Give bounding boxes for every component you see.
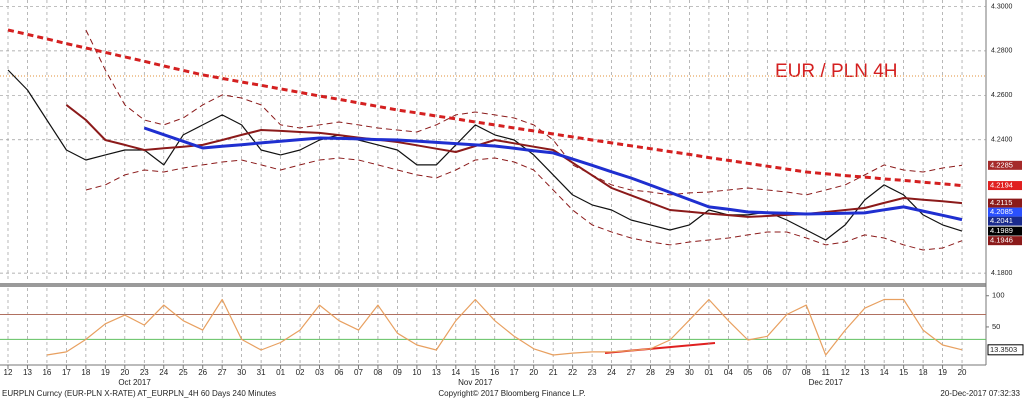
x-tick-label: 20 — [529, 368, 538, 377]
x-tick-label: 14 — [880, 368, 889, 377]
price-tag-label: 4.2285 — [990, 160, 1013, 169]
price-tag — [988, 226, 1022, 236]
series-line — [85, 157, 963, 251]
x-tick-label: 30 — [237, 368, 246, 377]
x-tick-label: 13 — [23, 368, 32, 377]
x-tick-label: 04 — [724, 368, 733, 377]
series-line — [7, 28, 963, 188]
x-tick-label: 06 — [763, 368, 772, 377]
x-tick-label: 07 — [354, 368, 363, 377]
price-tag — [988, 181, 1022, 191]
x-tick-label: 05 — [743, 368, 752, 377]
y-tick-label: 4.2600 — [991, 92, 1013, 99]
x-tick-label: 29 — [666, 368, 675, 377]
price-tag-label: 4.2194 — [990, 181, 1013, 190]
x-tick-label: 06 — [335, 368, 344, 377]
x-tick-label: 15 — [471, 368, 480, 377]
x-tick-label: 24 — [607, 368, 616, 377]
x-tick-label: 14 — [451, 368, 460, 377]
footer-right: 20-Dec-2017 07:32:33 — [940, 389, 1020, 398]
y-tick-label: 4.2400 — [991, 137, 1013, 144]
y-tick-label: 100 — [992, 291, 1005, 300]
series-line — [7, 69, 963, 241]
x-tick-label: 19 — [101, 368, 110, 377]
x-tick-label: 23 — [140, 368, 149, 377]
x-tick-label: 02 — [296, 368, 305, 377]
x-tick-label: 11 — [822, 368, 831, 377]
x-tick-label: 26 — [198, 368, 207, 377]
footer-left: EURPLN Curncy (EUR-PLN X-RATE) AT_EURPLN… — [2, 389, 276, 398]
x-tick-label: 18 — [81, 368, 90, 377]
panel-separator — [0, 283, 986, 287]
x-tick-label: 09 — [393, 368, 402, 377]
price-tag — [988, 207, 1022, 217]
value-tag-label: 13.3503 — [990, 345, 1017, 354]
x-tick-label: 07 — [782, 368, 791, 377]
series-line — [85, 29, 963, 196]
value-tag — [987, 344, 1024, 356]
x-tick-label: 08 — [373, 368, 382, 377]
x-tick-label: 21 — [549, 368, 558, 377]
y-tick-label: 50 — [992, 322, 1000, 331]
price-tag-label: 4.1989 — [990, 226, 1013, 235]
x-tick-label: 16 — [490, 368, 499, 377]
indicator-line — [46, 298, 963, 356]
x-tick-label: 18 — [919, 368, 928, 377]
x-tick-label: 10 — [412, 368, 421, 377]
x-tick-label: 30 — [685, 368, 694, 377]
x-tick-label: 17 — [62, 368, 71, 377]
price-tag-label: 4.2115 — [990, 198, 1012, 207]
x-tick-label: 01 — [704, 368, 713, 377]
price-tag — [988, 160, 1022, 170]
x-tick-label: 28 — [646, 368, 655, 377]
x-tick-label: 12 — [4, 368, 13, 377]
y-tick-label: 4.1800 — [991, 270, 1013, 277]
x-tick-label: 20 — [120, 368, 129, 377]
x-tick-label: 17 — [510, 368, 519, 377]
x-tick-label: 15 — [899, 368, 908, 377]
month-label: Oct 2017 — [118, 378, 151, 387]
x-tick-label: 20 — [958, 368, 967, 377]
month-label: Nov 2017 — [458, 378, 493, 387]
x-tick-label: 16 — [42, 368, 51, 377]
x-tick-label: 12 — [841, 368, 850, 377]
price-tag-label: 4.2085 — [990, 207, 1013, 216]
x-tick-label: 03 — [315, 368, 324, 377]
x-tick-label: 22 — [568, 368, 577, 377]
x-tick-label: 13 — [432, 368, 441, 377]
footer-center: Copyright© 2017 Bloomberg Finance L.P. — [438, 389, 585, 398]
month-label: Dec 2017 — [809, 378, 844, 387]
x-tick-label: 19 — [938, 368, 947, 377]
x-tick-label: 23 — [588, 368, 597, 377]
annotation: EUR / PLN 4H — [775, 61, 897, 82]
y-tick-label: 4.2800 — [991, 48, 1013, 55]
price-tag — [988, 216, 1022, 226]
x-tick-label: 13 — [860, 368, 869, 377]
price-tag-label: 4.2041 — [990, 216, 1013, 225]
x-tick-label: 24 — [159, 368, 168, 377]
x-tick-label: 08 — [802, 368, 811, 377]
x-tick-label: 01 — [276, 368, 285, 377]
y-tick-label: 4.3000 — [991, 3, 1013, 10]
price-tag — [988, 236, 1022, 246]
x-tick-label: 31 — [257, 368, 266, 377]
price-tag — [988, 198, 1022, 208]
x-tick-label: 25 — [179, 368, 188, 377]
series-line — [143, 126, 963, 222]
x-tick-label: 27 — [627, 368, 636, 377]
x-tick-label: 27 — [218, 368, 227, 377]
price-tag-label: 4.1946 — [990, 236, 1013, 245]
